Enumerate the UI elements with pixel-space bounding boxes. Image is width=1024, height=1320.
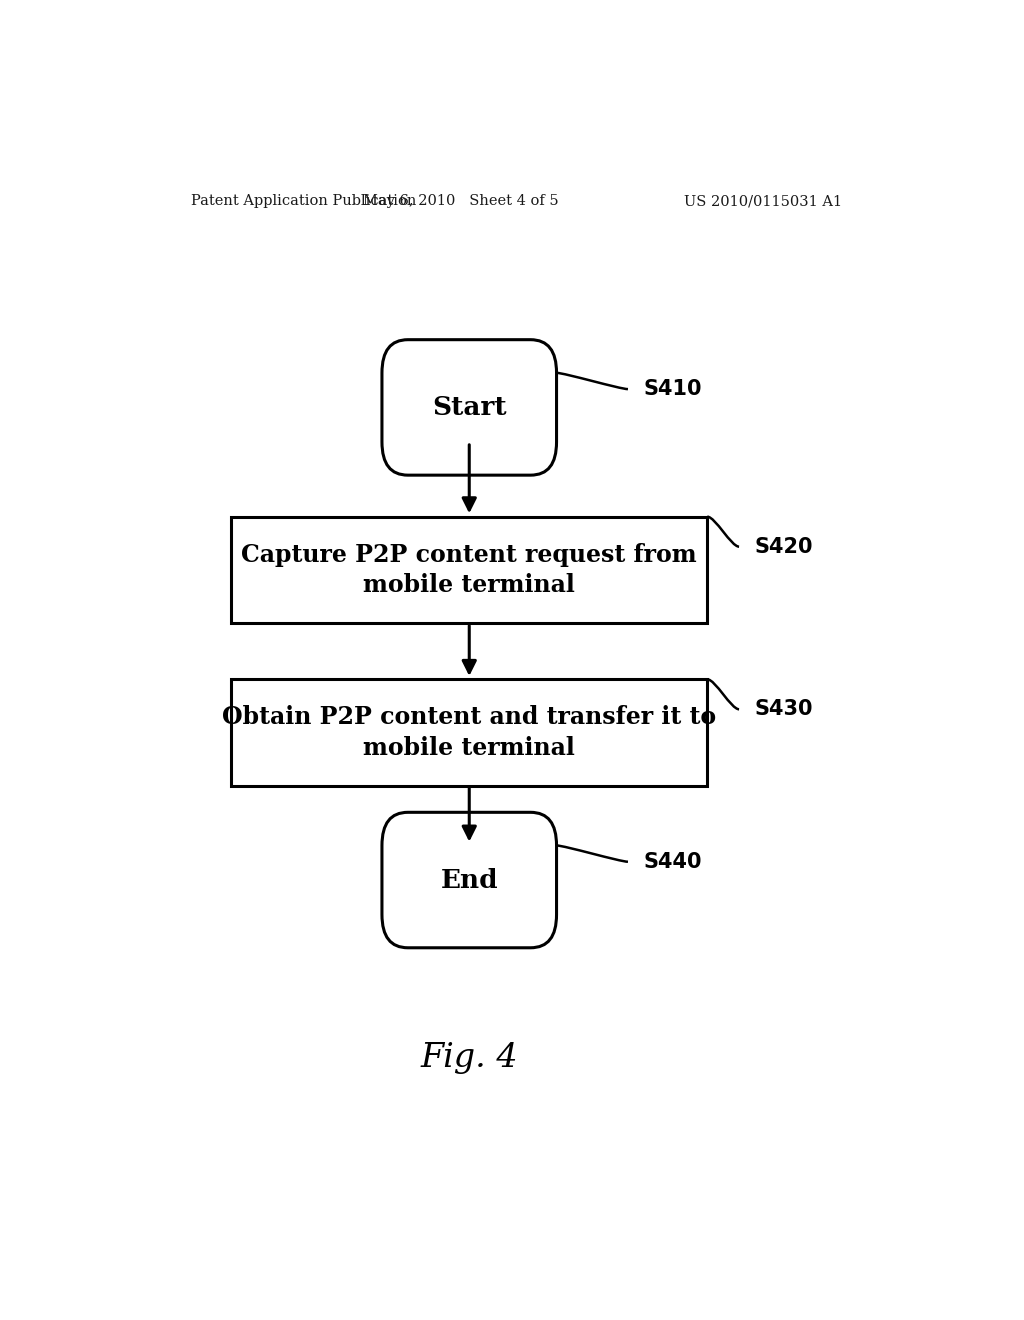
Text: May 6, 2010   Sheet 4 of 5: May 6, 2010 Sheet 4 of 5 (364, 194, 559, 209)
FancyBboxPatch shape (382, 339, 557, 475)
Text: US 2010/0115031 A1: US 2010/0115031 A1 (684, 194, 842, 209)
Text: Obtain P2P content and transfer it to
mobile terminal: Obtain P2P content and transfer it to mo… (222, 705, 717, 760)
Text: Capture P2P content request from
mobile terminal: Capture P2P content request from mobile … (242, 543, 697, 598)
FancyBboxPatch shape (382, 812, 557, 948)
Text: End: End (440, 867, 498, 892)
Text: S410: S410 (644, 379, 702, 399)
Text: Patent Application Publication: Patent Application Publication (191, 194, 417, 209)
Text: S420: S420 (755, 537, 813, 557)
Bar (231, 516, 708, 623)
Text: S440: S440 (644, 851, 702, 871)
Text: Start: Start (432, 395, 507, 420)
Bar (231, 680, 708, 785)
Text: S430: S430 (755, 700, 813, 719)
Text: Fig. 4: Fig. 4 (421, 1041, 518, 1074)
